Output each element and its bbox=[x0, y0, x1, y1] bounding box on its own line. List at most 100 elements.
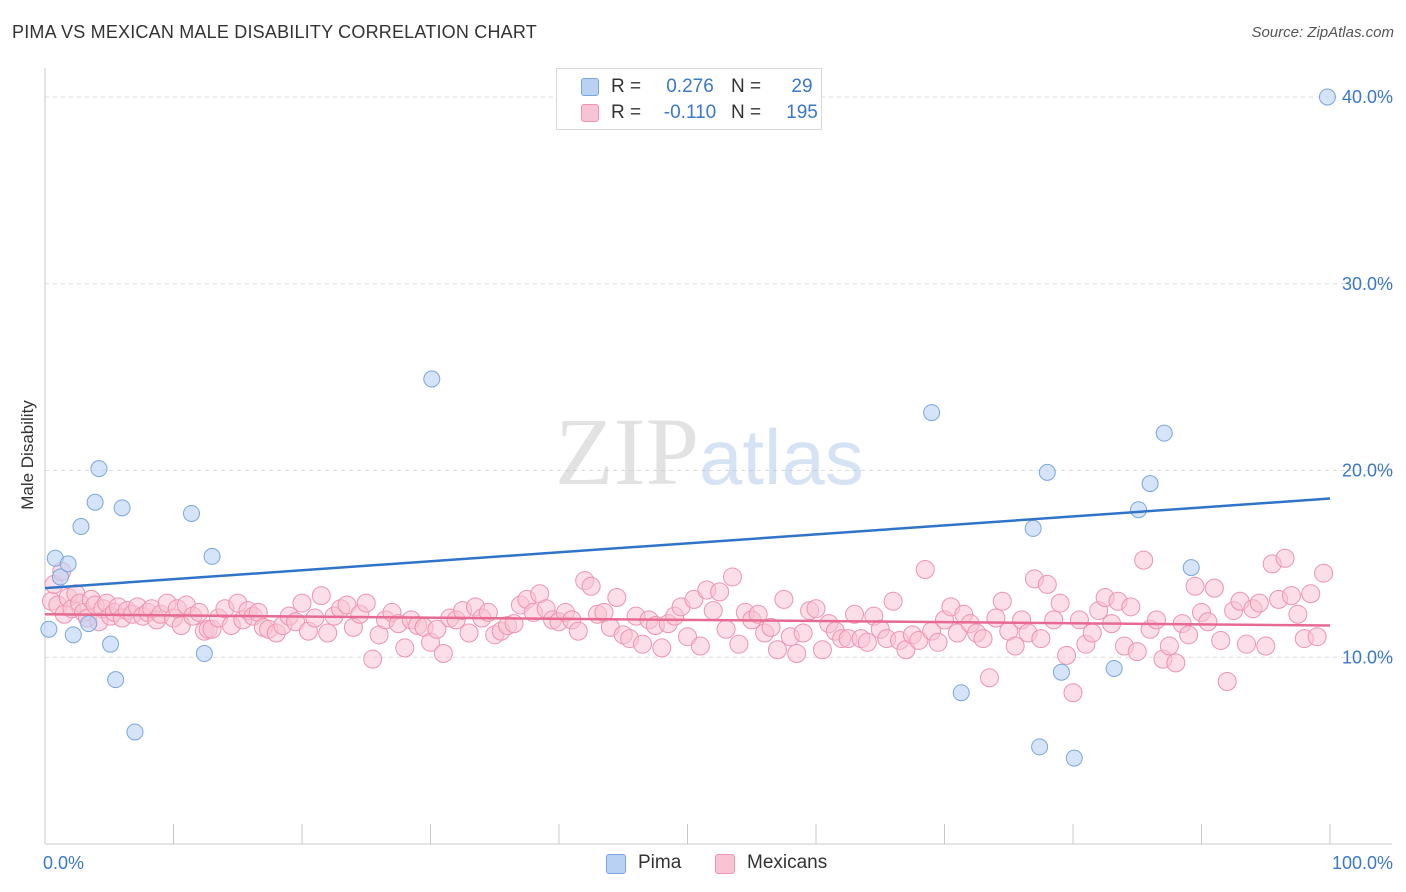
mexicans-point bbox=[318, 623, 338, 643]
r-value: 0.276 bbox=[666, 76, 714, 97]
mexicans-point bbox=[292, 593, 312, 613]
r-label: R = bbox=[611, 102, 642, 123]
pima-point bbox=[64, 626, 82, 644]
mexicans-point bbox=[363, 649, 383, 669]
mexicans-point bbox=[1127, 642, 1147, 662]
mexicans-point bbox=[1198, 612, 1218, 632]
watermark-atlas: atlas bbox=[699, 413, 864, 501]
mexicans-point bbox=[915, 559, 935, 579]
watermark: ZIPatlas bbox=[555, 404, 864, 500]
r-label: R = bbox=[611, 76, 642, 97]
pima-point bbox=[203, 547, 221, 565]
mexicans-point bbox=[1057, 645, 1077, 665]
mexicans-point bbox=[189, 602, 209, 622]
mexicans-point bbox=[812, 640, 832, 660]
n-label: N = bbox=[731, 102, 762, 123]
mexicans-point bbox=[1204, 578, 1224, 598]
axes bbox=[44, 68, 1392, 845]
pima-point bbox=[51, 568, 69, 586]
mexicans-point bbox=[1288, 604, 1308, 624]
pima-point bbox=[1105, 659, 1123, 677]
mexicans-point bbox=[928, 632, 948, 652]
mexicans-point bbox=[433, 644, 453, 664]
mexicans-point bbox=[710, 582, 730, 602]
mexicans-point bbox=[883, 591, 903, 611]
source-credit: Source: ZipAtlas.com bbox=[1251, 24, 1394, 41]
correlation-stats-box: R = 0.276 N = 29 R = -0.110 N = 195 bbox=[556, 68, 822, 130]
y-tick-label: 10.0% bbox=[1342, 647, 1393, 667]
mexicans-points bbox=[41, 548, 1334, 703]
mexicans-point bbox=[716, 619, 736, 639]
mexicans-point bbox=[1159, 636, 1179, 656]
mexicans-point bbox=[459, 623, 479, 643]
pima-point bbox=[113, 499, 131, 517]
mexicans-point bbox=[992, 591, 1012, 611]
pima-point bbox=[102, 635, 120, 653]
pima-point bbox=[40, 620, 58, 638]
mexicans-point bbox=[1005, 636, 1025, 656]
mexicans-point bbox=[337, 595, 357, 615]
pima-legend-swatch bbox=[606, 854, 626, 874]
pima-point bbox=[423, 370, 441, 388]
mexicans-point bbox=[633, 634, 653, 654]
pima-point bbox=[86, 493, 104, 511]
mexicans-point bbox=[1082, 623, 1102, 643]
mexicans-point bbox=[767, 640, 787, 660]
mexicans-point bbox=[1037, 574, 1057, 594]
pima-point bbox=[195, 645, 213, 663]
pima-point bbox=[107, 671, 125, 689]
pima-point bbox=[80, 615, 98, 633]
pima-point bbox=[1024, 519, 1042, 537]
x-tick-label: 0.0% bbox=[43, 853, 84, 873]
mexicans-point bbox=[1147, 610, 1167, 630]
pima-point bbox=[126, 723, 144, 741]
mexicans-point bbox=[652, 638, 672, 658]
mexicans-point bbox=[748, 604, 768, 624]
pima-point bbox=[952, 684, 970, 702]
mexicans-point bbox=[1307, 627, 1327, 647]
mexicans-point bbox=[395, 638, 415, 658]
mexicans-point bbox=[722, 567, 742, 587]
mexicans-point bbox=[678, 627, 697, 647]
legend-label: Mexicans bbox=[747, 852, 828, 873]
pima-point bbox=[1065, 749, 1083, 767]
mexicans-point bbox=[1314, 563, 1334, 583]
pima-point bbox=[1182, 559, 1200, 577]
r-value: -0.110 bbox=[663, 102, 717, 123]
pima-point bbox=[59, 555, 77, 573]
mexicans-point bbox=[774, 589, 794, 609]
n-label: N = bbox=[731, 76, 762, 97]
pima-point bbox=[1130, 501, 1148, 519]
mexicans-point bbox=[787, 644, 807, 664]
pima-point bbox=[182, 504, 200, 522]
pima-point bbox=[1141, 475, 1159, 493]
pima-point bbox=[1155, 424, 1173, 442]
watermark-zip: ZIP bbox=[555, 398, 699, 505]
mexicans-point bbox=[1249, 593, 1269, 613]
mexicans-legend-swatch bbox=[715, 854, 735, 874]
mexicans-point bbox=[1236, 634, 1256, 654]
pima-trend-line bbox=[44, 497, 1331, 590]
mexicans-point bbox=[427, 619, 447, 639]
mexicans-point bbox=[1063, 683, 1083, 703]
mexicans-point bbox=[305, 608, 325, 628]
n-value: 195 bbox=[786, 102, 818, 123]
mexicans-point bbox=[1281, 586, 1301, 606]
mexicans-point bbox=[1179, 625, 1199, 645]
mexicans-point bbox=[761, 617, 781, 637]
mexicans-point bbox=[1121, 597, 1141, 617]
mexicans-point bbox=[581, 576, 601, 596]
x-tick-label: 100.0% bbox=[1332, 853, 1393, 873]
mexicans-point bbox=[845, 604, 865, 624]
mexicans-point bbox=[1217, 672, 1237, 692]
mexicans-point bbox=[311, 586, 331, 606]
pima-point bbox=[1052, 663, 1070, 681]
tick-labels: 10.0% 20.0% 30.0% 40.0% 0.0% 100.0% bbox=[43, 87, 1393, 873]
y-tick-label: 20.0% bbox=[1342, 461, 1393, 481]
mexicans-point bbox=[1031, 629, 1051, 649]
mexicans-point bbox=[793, 623, 813, 643]
legend-label: Pima bbox=[638, 852, 682, 873]
n-value: 29 bbox=[791, 76, 813, 97]
mexicans-point bbox=[909, 630, 929, 650]
